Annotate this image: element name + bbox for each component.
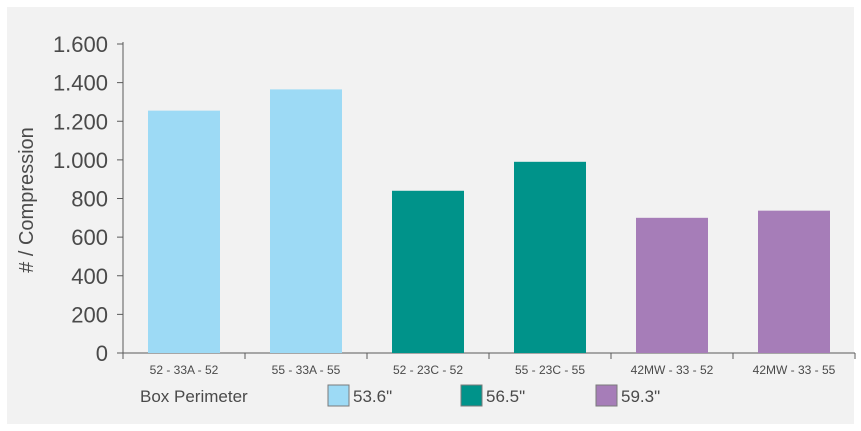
tick-labels: 0 200 400 600 800 1.000 1.200 1.400 1.600 52 - 33… [53, 32, 836, 377]
axes [117, 42, 856, 359]
bar [514, 161, 586, 353]
legend-swatch [327, 384, 350, 407]
x-tick-label: 52 - 33A - 52 [150, 363, 219, 377]
x-tick-label: 55 - 33A - 55 [272, 363, 341, 377]
y-tick-label: 1.200 [53, 109, 108, 134]
x-tick-label: 42MW - 33 - 52 [631, 363, 714, 377]
x-tick-label: 52 - 23C - 52 [393, 363, 463, 377]
bar [636, 217, 708, 353]
legend-swatch [460, 384, 483, 407]
y-axis-label: # / Compression [16, 127, 38, 273]
bar [148, 110, 220, 353]
legend-label: 53.6" [353, 387, 392, 406]
y-tick-label: 200 [71, 302, 108, 327]
x-tick-label: 55 - 23C - 55 [515, 363, 585, 377]
bar [758, 210, 830, 353]
y-tick-label: 0 [96, 341, 108, 366]
legend-label: 59.3" [621, 387, 660, 406]
y-tick-label: 1.600 [53, 32, 108, 57]
y-tick-label: 1.000 [53, 148, 108, 173]
y-tick-label: 800 [71, 187, 108, 212]
legend: Box Perimeter 53.6" 56.5" 59.3" [140, 384, 660, 407]
y-tick-label: 1.400 [53, 71, 108, 96]
y-tick-label: 600 [71, 225, 108, 250]
x-tick-label: 42MW - 33 - 55 [753, 363, 836, 377]
bars [148, 89, 830, 354]
legend-label: 56.5" [486, 387, 525, 406]
legend-title: Box Perimeter [140, 387, 248, 406]
legend-swatch [595, 384, 618, 407]
bar [270, 89, 342, 354]
bar [392, 190, 464, 353]
y-tick-label: 400 [71, 264, 108, 289]
